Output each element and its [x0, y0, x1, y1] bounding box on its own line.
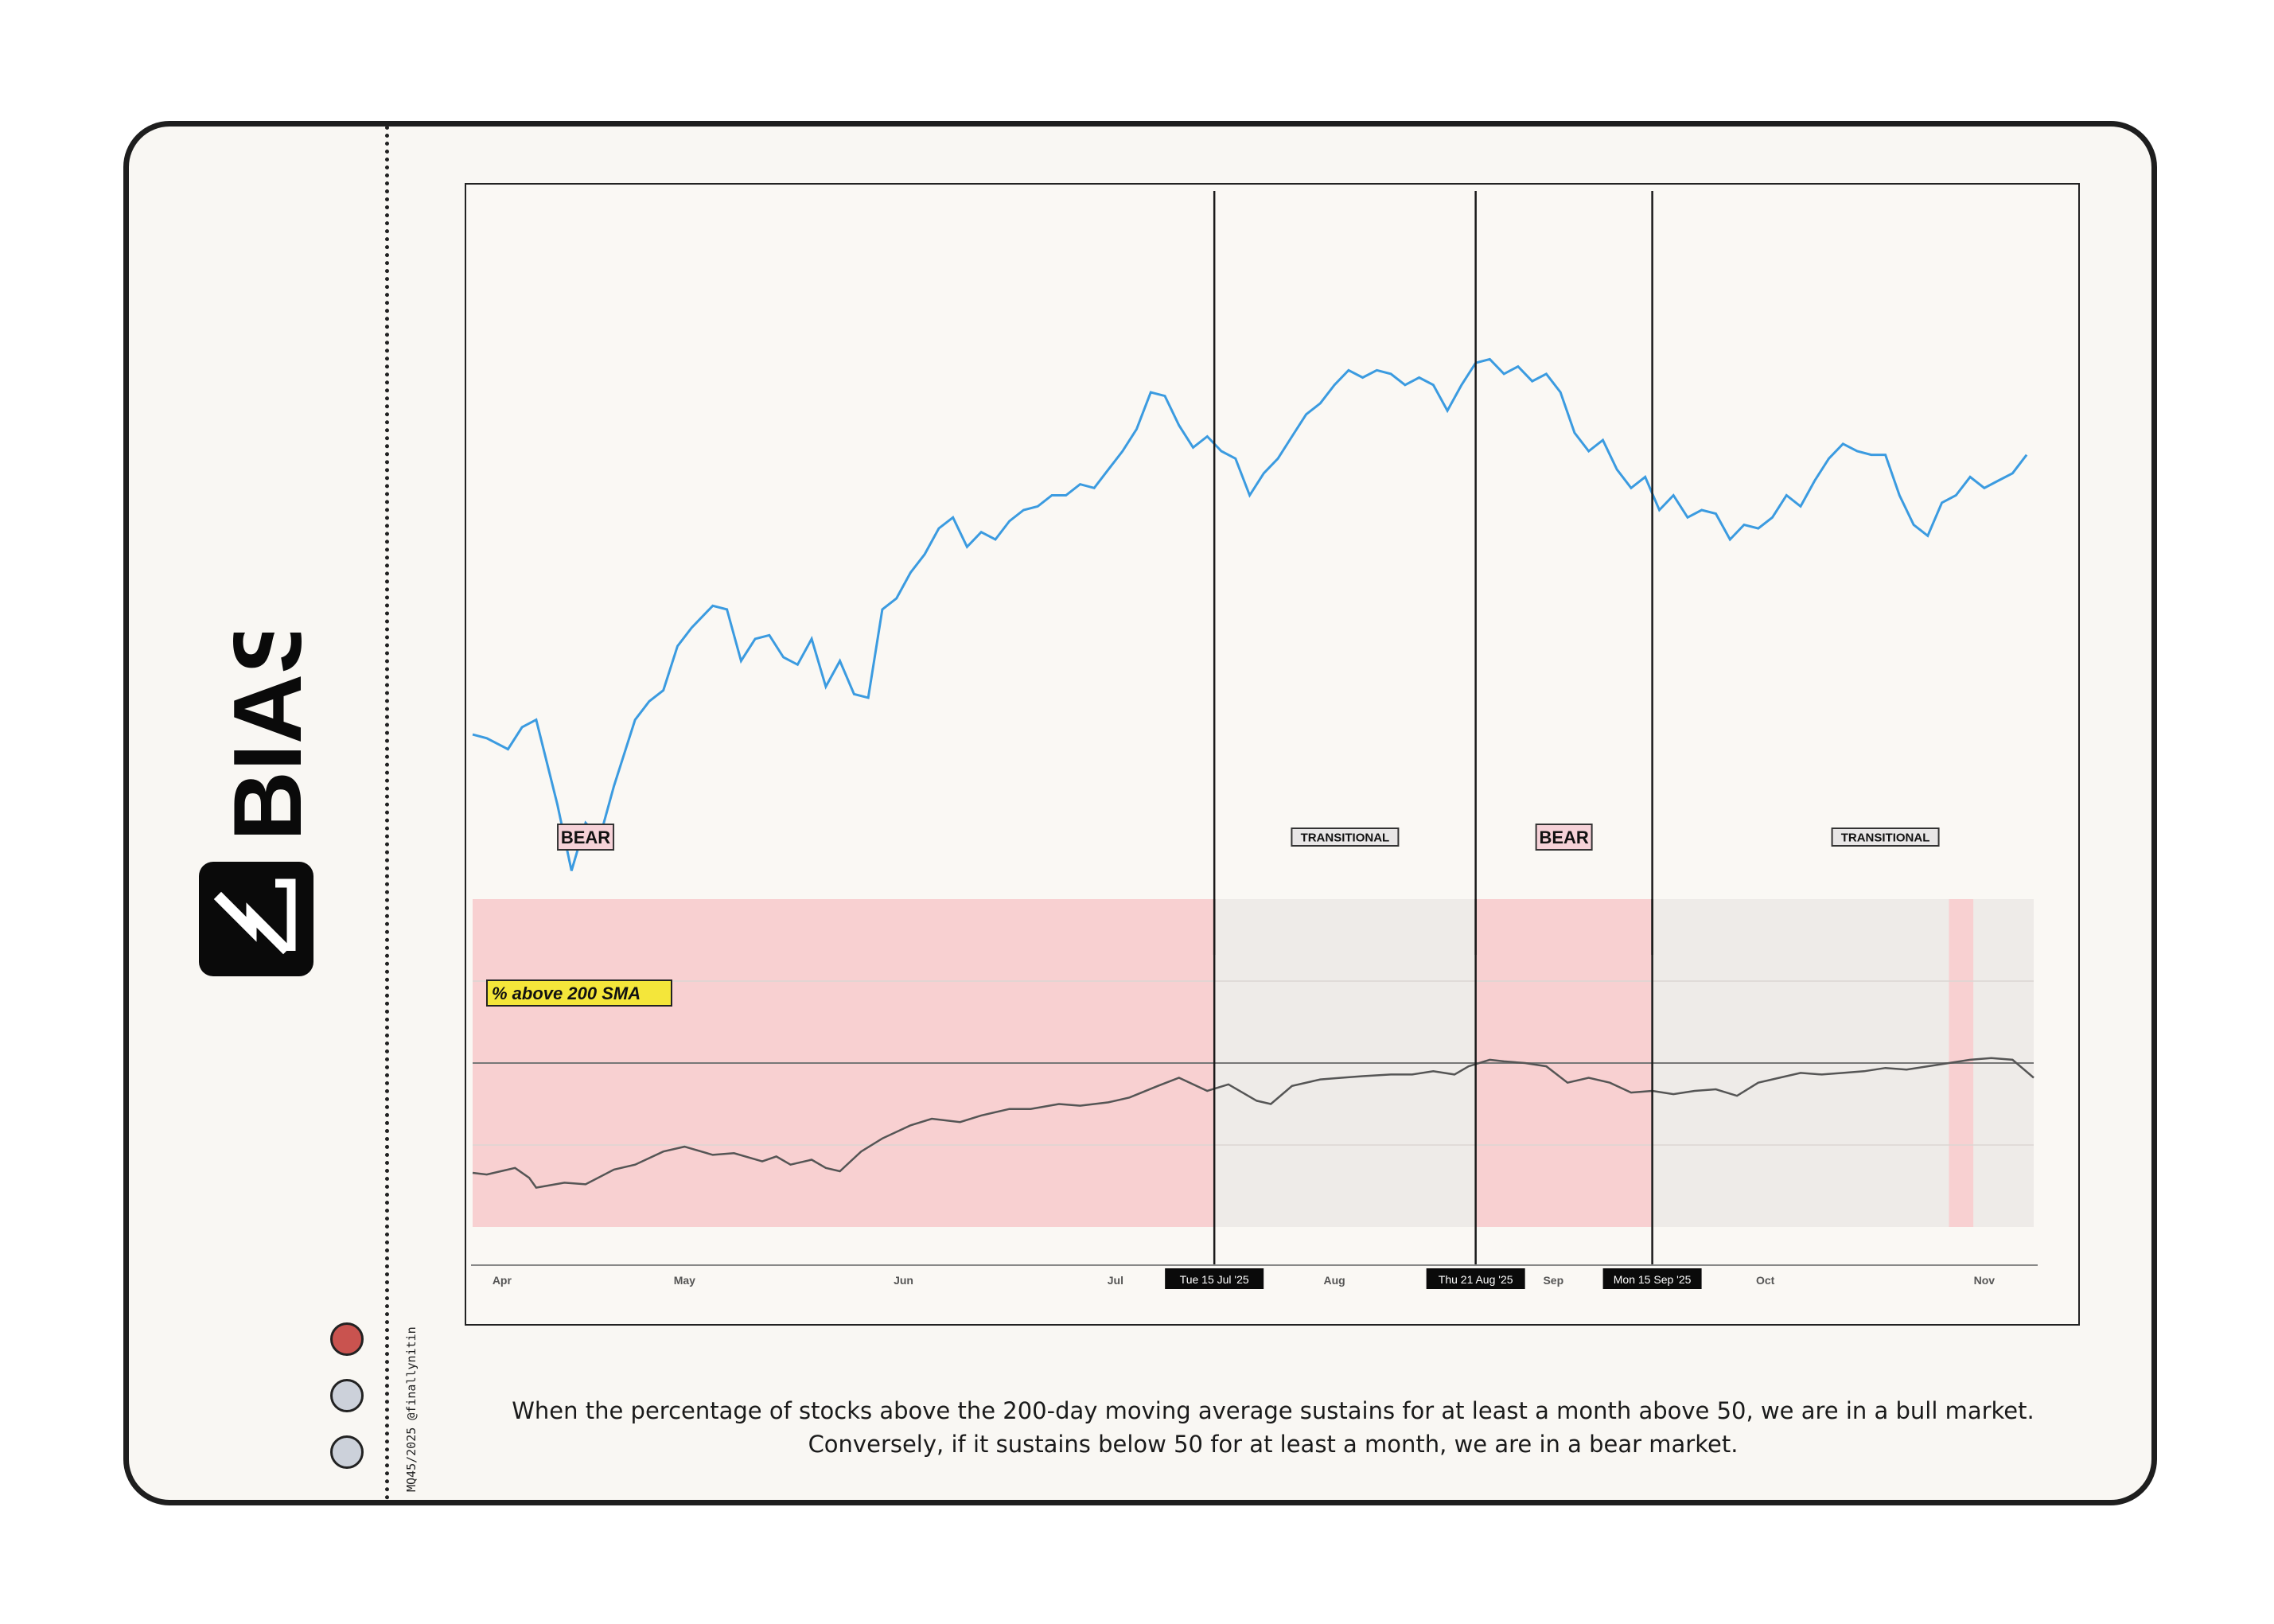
marker-date-label: Thu 21 Aug '25 [1439, 1273, 1513, 1286]
chart: % above 200 SMA BEAR TRANSITIONAL BEAR TRANS… [471, 191, 2038, 1289]
regime-label: BEAR [561, 828, 610, 847]
x-tick-label: Aug [1323, 1274, 1345, 1287]
regime-label-box [1831, 828, 1940, 847]
regime-label-box [1535, 824, 1593, 851]
breadth-tag-box [486, 979, 672, 1007]
status-dot-red [330, 1322, 364, 1356]
x-tick-label: May [674, 1274, 695, 1287]
price-line [472, 357, 2028, 871]
caption: When the percentage of stocks above the … [512, 1397, 2035, 1458]
status-dot-grey [330, 1379, 364, 1412]
x-tick-label: Sep [1543, 1274, 1563, 1287]
x-tick-label: Apr [493, 1274, 512, 1287]
logo-icon [199, 862, 313, 976]
regime-label: TRANSITIONAL [1841, 831, 1930, 844]
marker-date-box [1426, 1268, 1525, 1289]
regime-label: BEAR [1539, 828, 1588, 847]
marker-date-box [1602, 1268, 1702, 1289]
credit: MQ45/2025 @finallynitin [404, 1309, 422, 1492]
marker-date-label: Tue 15 Jul '25 [1180, 1273, 1249, 1286]
marker-date-label: Mon 15 Sep '25 [1614, 1273, 1692, 1286]
brand: BIAS [199, 633, 317, 976]
regime-label-box [557, 824, 615, 851]
brand-wordmark: BIAS [213, 633, 317, 841]
status-dot-grey [330, 1435, 364, 1469]
marker-date-box [1165, 1268, 1264, 1289]
x-tick-label: Jul [1108, 1274, 1123, 1287]
dotted-divider [385, 126, 389, 1501]
regime-label: TRANSITIONAL [1301, 831, 1390, 844]
breadth-series-label: % above 200 SMA [492, 983, 641, 1003]
x-tick-label: Nov [1974, 1274, 1996, 1287]
x-tick-label: Jun [894, 1274, 913, 1287]
regime-label-box [1291, 828, 1400, 847]
breadth-line [472, 1057, 2035, 1189]
credit-text: MQ45/2025 @finallynitin [404, 1326, 419, 1492]
x-tick-label: Oct [1756, 1274, 1775, 1287]
